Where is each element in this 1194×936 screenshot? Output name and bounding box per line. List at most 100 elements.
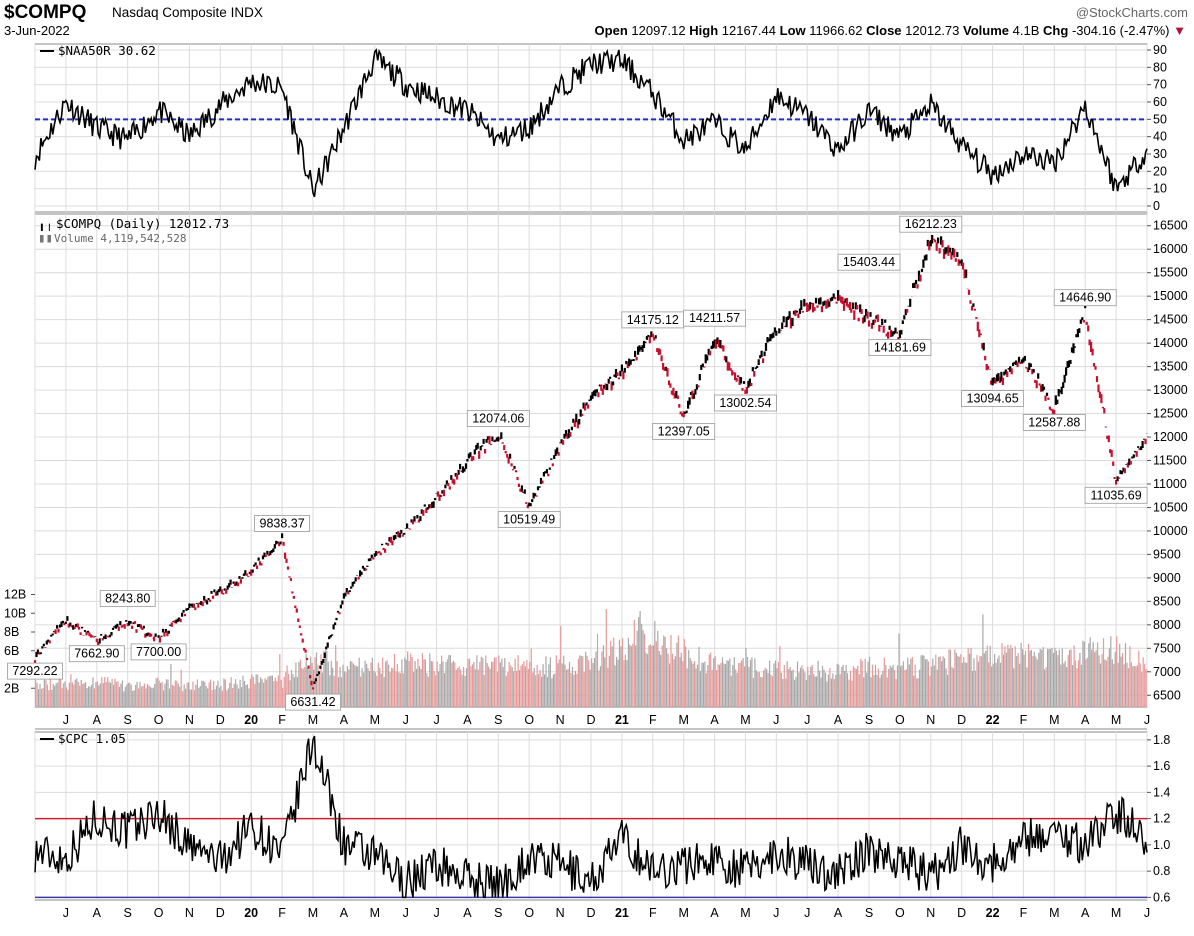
volume-bar (326, 650, 328, 707)
volume-bar (935, 654, 937, 707)
volume-bar (788, 669, 790, 707)
volume-bar (392, 668, 394, 707)
volume-bar (1139, 663, 1141, 707)
volume-bar (902, 661, 904, 707)
price-annotation: 12074.06 (466, 410, 530, 427)
volume-bar (719, 664, 721, 707)
annotation-box (254, 515, 311, 532)
volume-bar (892, 664, 894, 707)
main-x-tick-label: S (124, 713, 132, 727)
volume-bar (614, 665, 616, 707)
volume-bar (115, 681, 118, 707)
volume-bar (1066, 667, 1068, 707)
volume-bar (886, 677, 888, 707)
volume-bar (760, 676, 762, 707)
volume-bar (227, 688, 229, 707)
volume-bar (143, 683, 145, 707)
price-annotation: 14181.69 (868, 339, 932, 357)
volume-bar (416, 668, 418, 707)
main-x-tick-label: A (93, 713, 102, 727)
volume-bar (1097, 642, 1099, 707)
volume-bar (1029, 650, 1031, 707)
volume-bar (263, 682, 265, 707)
main-x-tick-label: O (154, 713, 164, 727)
volume-bar (871, 664, 874, 707)
volume-bar (267, 676, 269, 707)
volume-bar (689, 658, 691, 707)
volume-bar (448, 655, 450, 707)
annotation-label: 9838.37 (260, 517, 305, 531)
volume-bar (292, 674, 294, 707)
volume-bar (441, 655, 443, 707)
volume-bar (855, 669, 857, 707)
volume-bar (352, 663, 354, 707)
volume-bar (848, 679, 850, 707)
chg-label: Chg (1043, 23, 1069, 38)
volume-bar (430, 661, 432, 707)
volume-bar (260, 677, 262, 707)
volume-bar (1005, 652, 1007, 707)
volume-bar (588, 660, 590, 707)
annotation-label: 12397.05 (658, 424, 710, 438)
volume-bar (88, 686, 90, 707)
main-y-tick-label: 14500 (1153, 313, 1188, 327)
volume-bar (190, 689, 193, 707)
volume-bar (792, 669, 794, 707)
volume-bar (657, 631, 659, 707)
volume-bar (302, 668, 304, 707)
volume-bar (393, 654, 396, 707)
volume-bar (611, 646, 613, 707)
volume-bar (429, 653, 431, 707)
volume-bar (1045, 667, 1047, 707)
volume-bar (617, 659, 619, 707)
volume-bar (261, 679, 263, 707)
price-annotation: 10519.49 (497, 511, 561, 528)
volume-bar (510, 665, 512, 707)
volume-bar (324, 650, 326, 707)
volume-bar (1088, 643, 1090, 707)
volume-bar (582, 656, 584, 707)
volume-bar (621, 638, 624, 707)
volume-bar (1055, 650, 1057, 707)
volume-bar (964, 662, 966, 707)
main-x-tick-label: M (1049, 713, 1059, 727)
volume-bar (451, 662, 453, 707)
volume-bar (821, 665, 824, 707)
volume-bar (408, 660, 410, 707)
volume-bar (195, 684, 197, 707)
volume-bar (779, 646, 781, 707)
volume-bar (814, 676, 816, 707)
annotation-label: 13002.54 (719, 396, 771, 410)
volume-bar (271, 675, 273, 707)
volume-bar (215, 685, 218, 707)
volume-bar (239, 679, 241, 707)
bottom-x-tick-label: M (308, 906, 318, 920)
bottom-x-tick-label: N (556, 906, 565, 920)
volume-bar (932, 658, 934, 707)
volume-bar (901, 665, 903, 707)
volume-bar (832, 673, 834, 707)
volume-bar (420, 668, 422, 707)
volume-bar (942, 656, 944, 707)
volume-bar (443, 673, 446, 707)
volume-bar (688, 649, 690, 707)
volume-bar (35, 680, 37, 707)
volume-bar (896, 665, 899, 707)
exchange-name: INDX (230, 5, 263, 20)
volume-bar (869, 656, 871, 707)
volume-bar (1119, 643, 1121, 707)
volume-bar (679, 657, 681, 707)
volume-bar (245, 685, 247, 707)
volume-bar (264, 678, 266, 707)
volume-bar (37, 689, 40, 707)
volume-bar (1082, 640, 1084, 707)
volume-bar (767, 672, 769, 707)
volume-bar (57, 682, 59, 707)
volume-bar (873, 675, 875, 707)
bottom-x-tick-label: A (93, 906, 102, 920)
annotation-label: 7700.00 (136, 645, 181, 659)
volume-bar (107, 677, 109, 707)
volume-bar (343, 671, 346, 707)
volume-bar (951, 667, 953, 707)
volume-bar (666, 648, 668, 707)
